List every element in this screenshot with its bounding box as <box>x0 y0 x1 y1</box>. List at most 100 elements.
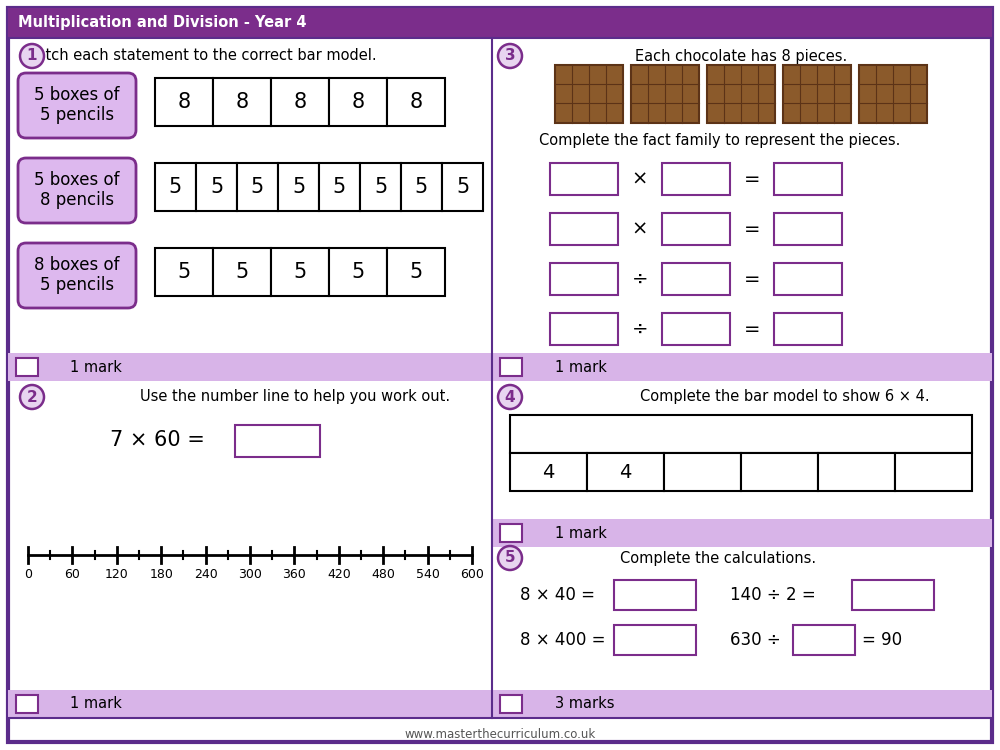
Text: ×: × <box>632 220 648 239</box>
Text: 8 × 40 =: 8 × 40 = <box>520 586 595 604</box>
Text: 8: 8 <box>351 92 365 112</box>
Bar <box>329 78 387 126</box>
Circle shape <box>20 44 44 68</box>
Bar <box>587 453 664 491</box>
Bar <box>387 248 445 296</box>
Bar <box>852 580 934 610</box>
Text: www.masterthecurriculum.co.uk: www.masterthecurriculum.co.uk <box>404 728 596 742</box>
FancyBboxPatch shape <box>18 73 136 138</box>
Text: Complete the calculations.: Complete the calculations. <box>620 550 816 566</box>
Bar <box>492 519 992 547</box>
Text: 5: 5 <box>293 262 307 282</box>
Bar <box>237 163 278 211</box>
Bar <box>774 263 842 295</box>
Bar <box>442 163 483 211</box>
Bar <box>16 358 38 376</box>
Circle shape <box>498 44 522 68</box>
Text: Match each statement to the correct bar model.: Match each statement to the correct bar … <box>24 49 376 64</box>
Text: 4: 4 <box>619 463 632 482</box>
Bar <box>360 163 401 211</box>
Bar <box>662 213 730 245</box>
Text: 5: 5 <box>235 262 249 282</box>
Bar <box>319 163 360 211</box>
Bar <box>741 453 818 491</box>
Text: Multiplication and Division - Year 4: Multiplication and Division - Year 4 <box>18 16 306 31</box>
Bar <box>213 248 271 296</box>
Bar <box>213 78 271 126</box>
Circle shape <box>20 385 44 409</box>
Text: =: = <box>744 220 760 239</box>
Bar <box>707 65 775 123</box>
Bar <box>271 78 329 126</box>
Text: 4: 4 <box>542 463 555 482</box>
Bar <box>155 163 196 211</box>
Text: 5: 5 <box>177 262 191 282</box>
Bar <box>492 353 992 381</box>
Text: 540: 540 <box>416 568 440 581</box>
Text: 5: 5 <box>292 177 305 197</box>
Bar <box>818 453 895 491</box>
Text: 8: 8 <box>235 92 249 112</box>
Text: 8: 8 <box>409 92 423 112</box>
Bar <box>555 65 623 123</box>
Bar <box>235 425 320 457</box>
Text: ÷: ÷ <box>632 320 648 338</box>
FancyBboxPatch shape <box>18 158 136 223</box>
Text: 2: 2 <box>27 389 37 404</box>
Text: 180: 180 <box>149 568 173 581</box>
Bar <box>662 313 730 345</box>
Text: ÷: ÷ <box>632 269 648 289</box>
Bar <box>550 213 618 245</box>
Bar <box>155 248 213 296</box>
Text: 1 mark: 1 mark <box>555 526 607 541</box>
Bar <box>401 163 442 211</box>
Text: 5: 5 <box>333 177 346 197</box>
Bar <box>774 313 842 345</box>
Text: 630 ÷: 630 ÷ <box>730 631 781 649</box>
Bar <box>278 163 319 211</box>
Text: 7 × 60 =: 7 × 60 = <box>110 430 205 450</box>
Text: Complete the fact family to represent the pieces.: Complete the fact family to represent th… <box>539 133 901 148</box>
Text: 600: 600 <box>460 568 484 581</box>
Text: Each chocolate has 8 pieces.: Each chocolate has 8 pieces. <box>635 49 847 64</box>
Text: =: = <box>744 320 760 338</box>
Bar <box>329 248 387 296</box>
Bar <box>16 695 38 713</box>
Bar <box>8 353 492 381</box>
Bar <box>550 313 618 345</box>
Bar <box>550 263 618 295</box>
Bar <box>510 415 972 453</box>
Text: Complete the bar model to show 6 × 4.: Complete the bar model to show 6 × 4. <box>640 389 930 404</box>
Text: 8: 8 <box>293 92 307 112</box>
Circle shape <box>498 546 522 570</box>
Text: 1 mark: 1 mark <box>70 697 122 712</box>
Bar <box>662 263 730 295</box>
Bar <box>774 213 842 245</box>
Text: 480: 480 <box>371 568 395 581</box>
FancyBboxPatch shape <box>18 243 136 308</box>
Bar <box>614 625 696 655</box>
Text: 3 marks: 3 marks <box>555 697 614 712</box>
Text: 8 × 400 =: 8 × 400 = <box>520 631 606 649</box>
Text: 3: 3 <box>505 49 515 64</box>
Text: ×: × <box>632 170 648 188</box>
Bar <box>614 580 696 610</box>
Text: =: = <box>744 269 760 289</box>
Bar <box>8 690 492 718</box>
Text: 5: 5 <box>210 177 223 197</box>
Bar <box>492 690 992 718</box>
Text: 1: 1 <box>27 49 37 64</box>
Bar <box>774 163 842 195</box>
Bar <box>500 524 522 542</box>
Text: 0: 0 <box>24 568 32 581</box>
Bar <box>196 163 237 211</box>
Bar <box>662 163 730 195</box>
Bar <box>500 358 522 376</box>
Text: 140 ÷ 2 =: 140 ÷ 2 = <box>730 586 816 604</box>
Text: 5: 5 <box>456 177 469 197</box>
Text: 5 boxes of
5 pencils: 5 boxes of 5 pencils <box>34 86 120 124</box>
Text: Use the number line to help you work out.: Use the number line to help you work out… <box>140 389 450 404</box>
Bar <box>500 695 522 713</box>
Bar <box>155 78 213 126</box>
Text: 60: 60 <box>64 568 80 581</box>
